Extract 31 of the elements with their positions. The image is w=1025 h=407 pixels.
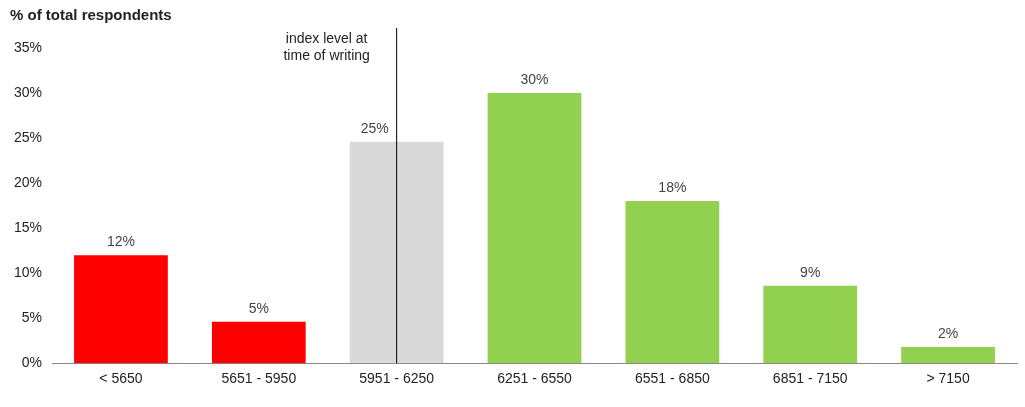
y-tick-label: 30% [13,83,43,100]
x-tick-label: 6851 - 7150 [772,370,848,387]
y-tick-label: 15% [13,218,43,235]
data-label: 18% [658,178,687,195]
y-tick-label: 35% [13,38,43,55]
y-tick-label: 20% [13,173,43,190]
data-label: 5% [248,299,269,316]
bar [763,285,858,364]
y-tick-label: 5% [21,309,43,326]
y-axis-title: % of total respondents [10,6,172,23]
x-tick-label: > 7150 [926,370,970,387]
x-tick-label: 5951 - 6250 [359,370,435,387]
bar [901,346,995,364]
bar [211,321,306,364]
bar [625,201,720,364]
bar [349,141,444,364]
x-tick-label: 6251 - 6550 [497,370,573,387]
data-label: 25% [360,119,389,136]
ref-line-label: index level at time of writing [283,29,370,63]
y-tick-label: 0% [21,354,43,371]
bar [487,93,582,364]
data-label: 30% [520,70,549,87]
y-tick-label: 10% [13,264,43,280]
bar [74,255,168,364]
y-tick-label: 25% [13,128,43,145]
x-tick-label: 5651 - 5950 [221,370,297,387]
data-label: 9% [800,263,821,280]
data-label: 12% [106,232,135,249]
data-label: 2% [937,324,959,341]
x-tick-label: 6551 - 6850 [635,370,710,387]
x-tick-label: < 5650 [99,370,143,387]
